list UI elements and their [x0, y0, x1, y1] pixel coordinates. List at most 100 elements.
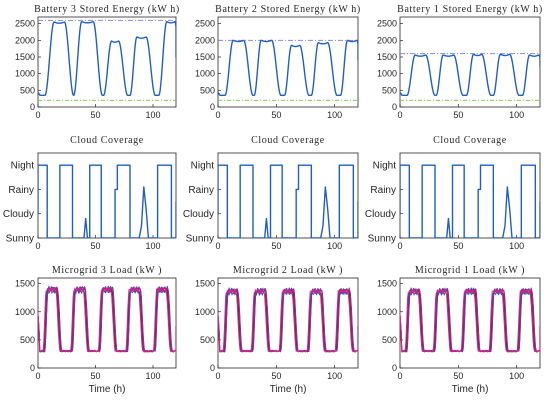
plot-area: [400, 287, 540, 353]
axes-box: [399, 16, 541, 108]
y-tick-label: 0: [210, 363, 215, 373]
x-tick-label: 50: [90, 371, 100, 381]
plot-title: Battery 2 Stored Energy (kW h): [215, 4, 361, 15]
subplot-2: Battery 2 Stored Energy (kW h) 0 50 1000 500…: [195, 4, 361, 120]
y-tick-label: 2000: [377, 35, 397, 45]
y-tick-label: 1500: [377, 279, 397, 289]
x-tick-label: 100: [509, 241, 524, 251]
y-tick-label: 2000: [195, 35, 215, 45]
x-tick-label: 0: [35, 371, 40, 381]
y-tick-label: 500: [20, 335, 35, 345]
plot-area: [38, 19, 176, 101]
x-tick-label: 0: [215, 110, 220, 120]
plot-area: [218, 287, 358, 353]
axes-box: [37, 152, 177, 239]
stored-energy-line: [38, 20, 176, 97]
y-tick-label: Sunny: [6, 234, 34, 245]
x-tick-label: 100: [509, 110, 524, 120]
axes-box: [217, 152, 359, 239]
plot-title: Cloud Coverage: [433, 135, 507, 146]
y-tick-label: 1000: [195, 307, 215, 317]
y-tick-label: 2500: [195, 19, 215, 29]
y-tick-label: 1000: [195, 69, 215, 79]
plot-title: Microgrid 3 Load (kW ): [52, 265, 162, 276]
x-tick-label: 0: [397, 371, 402, 381]
plot-area: [38, 164, 176, 238]
x-tick-label: 0: [397, 110, 402, 120]
y-tick-label: 2500: [15, 19, 35, 29]
plot-title: Microgrid 1 Load (kW ): [415, 265, 525, 276]
y-tick-label: 1000: [15, 307, 35, 317]
y-tick-label: Rainy: [188, 185, 214, 196]
plot-area: [400, 164, 540, 238]
subplot-4: Cloud Coverage 0 50 100 Sunny Cloudy Rainy Nigh…: [3, 135, 177, 251]
y-tick-label: Night: [191, 161, 215, 172]
x-tick-label: 0: [215, 371, 220, 381]
y-tick-label: 500: [20, 85, 35, 95]
x-tick-label: 100: [145, 110, 160, 120]
plot-title: Cloud Coverage: [251, 135, 325, 146]
stored-energy-line: [400, 53, 540, 97]
y-tick-label: 0: [30, 102, 35, 112]
x-tick-label: 0: [215, 241, 220, 251]
x-tick-label: 50: [453, 110, 463, 120]
cloud-coverage-line: [38, 164, 176, 238]
y-tick-label: Rainy: [8, 185, 34, 196]
plot-title: Battery 1 Stored Energy (kW h): [397, 4, 543, 15]
x-tick-label: 100: [327, 241, 342, 251]
x-tick-label: 0: [35, 110, 40, 120]
x-tick-label: 100: [145, 241, 160, 251]
y-tick-label: 0: [392, 363, 397, 373]
plot-area: [400, 53, 540, 101]
plot-area: [218, 164, 358, 238]
axes-box: [37, 16, 177, 108]
x-axis-label: Time (h): [452, 384, 489, 395]
subplot-6: Cloud Coverage 0 50 100 Sunny Cloudy Rainy Nigh…: [365, 135, 541, 251]
y-tick-label: Sunny: [368, 234, 396, 245]
load-series-5: [218, 289, 358, 353]
y-tick-label: 1000: [377, 307, 397, 317]
cloud-coverage-line: [218, 164, 358, 238]
axes-box: [217, 16, 359, 108]
y-tick-label: 1000: [377, 69, 397, 79]
y-tick-label: Sunny: [186, 234, 214, 245]
axes-box: [37, 277, 177, 369]
subplot-3: Battery 1 Stored Energy (kW h)0 50 1000500…: [377, 4, 543, 120]
x-tick-label: 50: [90, 110, 100, 120]
x-tick-label: 100: [327, 110, 342, 120]
x-tick-label: 50: [453, 371, 463, 381]
y-tick-label: Cloudy: [3, 209, 34, 220]
y-tick-label: 500: [382, 85, 397, 95]
x-tick-label: 100: [509, 371, 524, 381]
y-tick-label: Rainy: [370, 185, 396, 196]
load-series-5: [400, 289, 540, 353]
y-tick-label: 0: [30, 363, 35, 373]
load-series-5: [38, 287, 176, 353]
x-tick-label: 50: [90, 241, 100, 251]
y-tick-label: 0: [392, 102, 397, 112]
y-tick-label: 1500: [195, 279, 215, 289]
plot-area: [218, 39, 358, 101]
y-tick-label: Night: [373, 161, 397, 172]
x-tick-label: 50: [271, 371, 281, 381]
x-tick-label: 0: [35, 241, 40, 251]
y-tick-label: 1500: [15, 52, 35, 62]
subplot-7: Microgrid 3 Load (kW )0 50 100050010001500…: [15, 265, 177, 395]
plot-title: Microgrid 2 Load (kW ): [233, 265, 343, 276]
subplot-8: Microgrid 2 Load (kW )0 50 100050010001500…: [195, 265, 359, 395]
x-tick-label: 50: [453, 241, 463, 251]
y-tick-label: 500: [382, 335, 397, 345]
x-tick-label: 50: [271, 241, 281, 251]
y-tick-label: 1500: [15, 279, 35, 289]
y-tick-label: 1500: [195, 52, 215, 62]
plot-title: Cloud Coverage: [70, 135, 144, 146]
y-tick-label: 2000: [15, 35, 35, 45]
x-tick-label: 100: [145, 371, 160, 381]
x-tick-label: 50: [271, 110, 281, 120]
y-tick-label: Cloudy: [183, 209, 214, 220]
plot-title: Battery 3 Stored Energy (kW h): [34, 4, 180, 15]
subplot-1: Battery 3 Stored Energy (kW h) 0 50 100 0 500…: [15, 4, 180, 120]
y-tick-label: Night: [11, 161, 35, 172]
x-axis-label: Time (h): [270, 384, 307, 395]
y-tick-label: 500: [200, 85, 215, 95]
